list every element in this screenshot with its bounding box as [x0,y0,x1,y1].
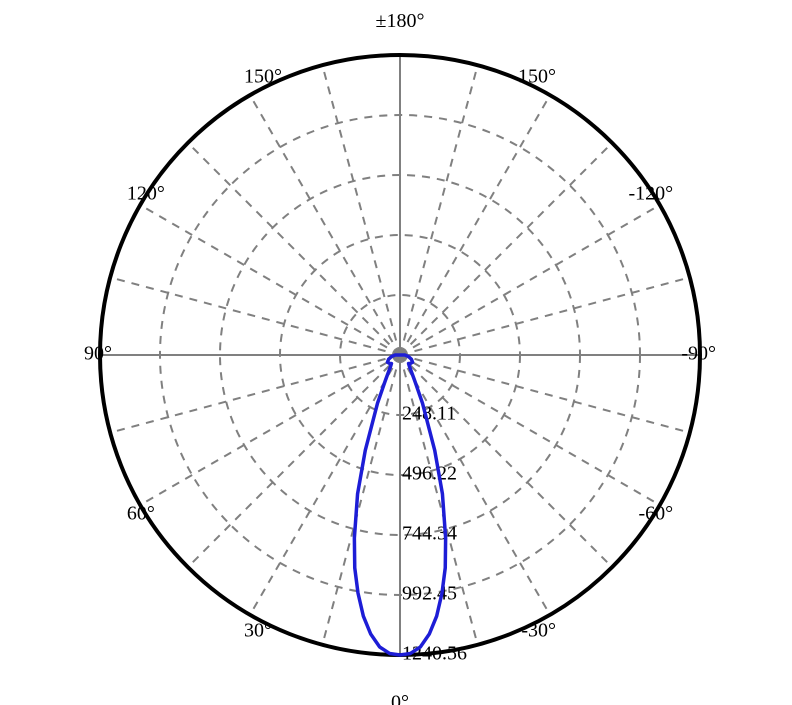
grid-spoke [140,205,400,355]
radial-tick-label: 992.45 [402,583,457,605]
angle-tick-label: ±180° [376,10,425,32]
grid-spoke [188,143,400,355]
radial-tick-label: 744.34 [402,523,457,545]
grid-spoke [250,95,400,355]
radial-tick-label: 248.11 [402,403,456,425]
angle-tick-label: -150° [511,65,556,87]
grid-spoke [400,65,478,355]
radial-tick-label: 496.22 [402,463,457,485]
grid-spoke [250,355,400,615]
angle-tick-label: -90° [681,343,716,365]
grid-spoke [322,65,400,355]
angle-tick-label: 90° [84,343,112,365]
grid-spoke [110,355,400,433]
grid-spoke [400,205,660,355]
grid-spoke [110,277,400,355]
grid-spoke [400,355,550,615]
polar-chart: 248.11496.22744.34992.451240.56 ±180°150… [0,0,792,705]
angle-tick-label: 150° [244,65,282,87]
grid-spoke [188,355,400,567]
angle-tick-label: -30° [521,620,556,642]
grid-spoke [400,95,550,355]
angle-tick-label: 30° [244,620,272,642]
angle-tick-label: -60° [638,503,673,525]
grid-spoke [400,143,612,355]
angle-tick-label: 120° [127,183,165,205]
angle-tick-label: -120° [628,183,673,205]
angle-tick-label: 60° [127,503,155,525]
grid-spoke [400,277,690,355]
angle-tick-label: 0° [391,692,409,705]
